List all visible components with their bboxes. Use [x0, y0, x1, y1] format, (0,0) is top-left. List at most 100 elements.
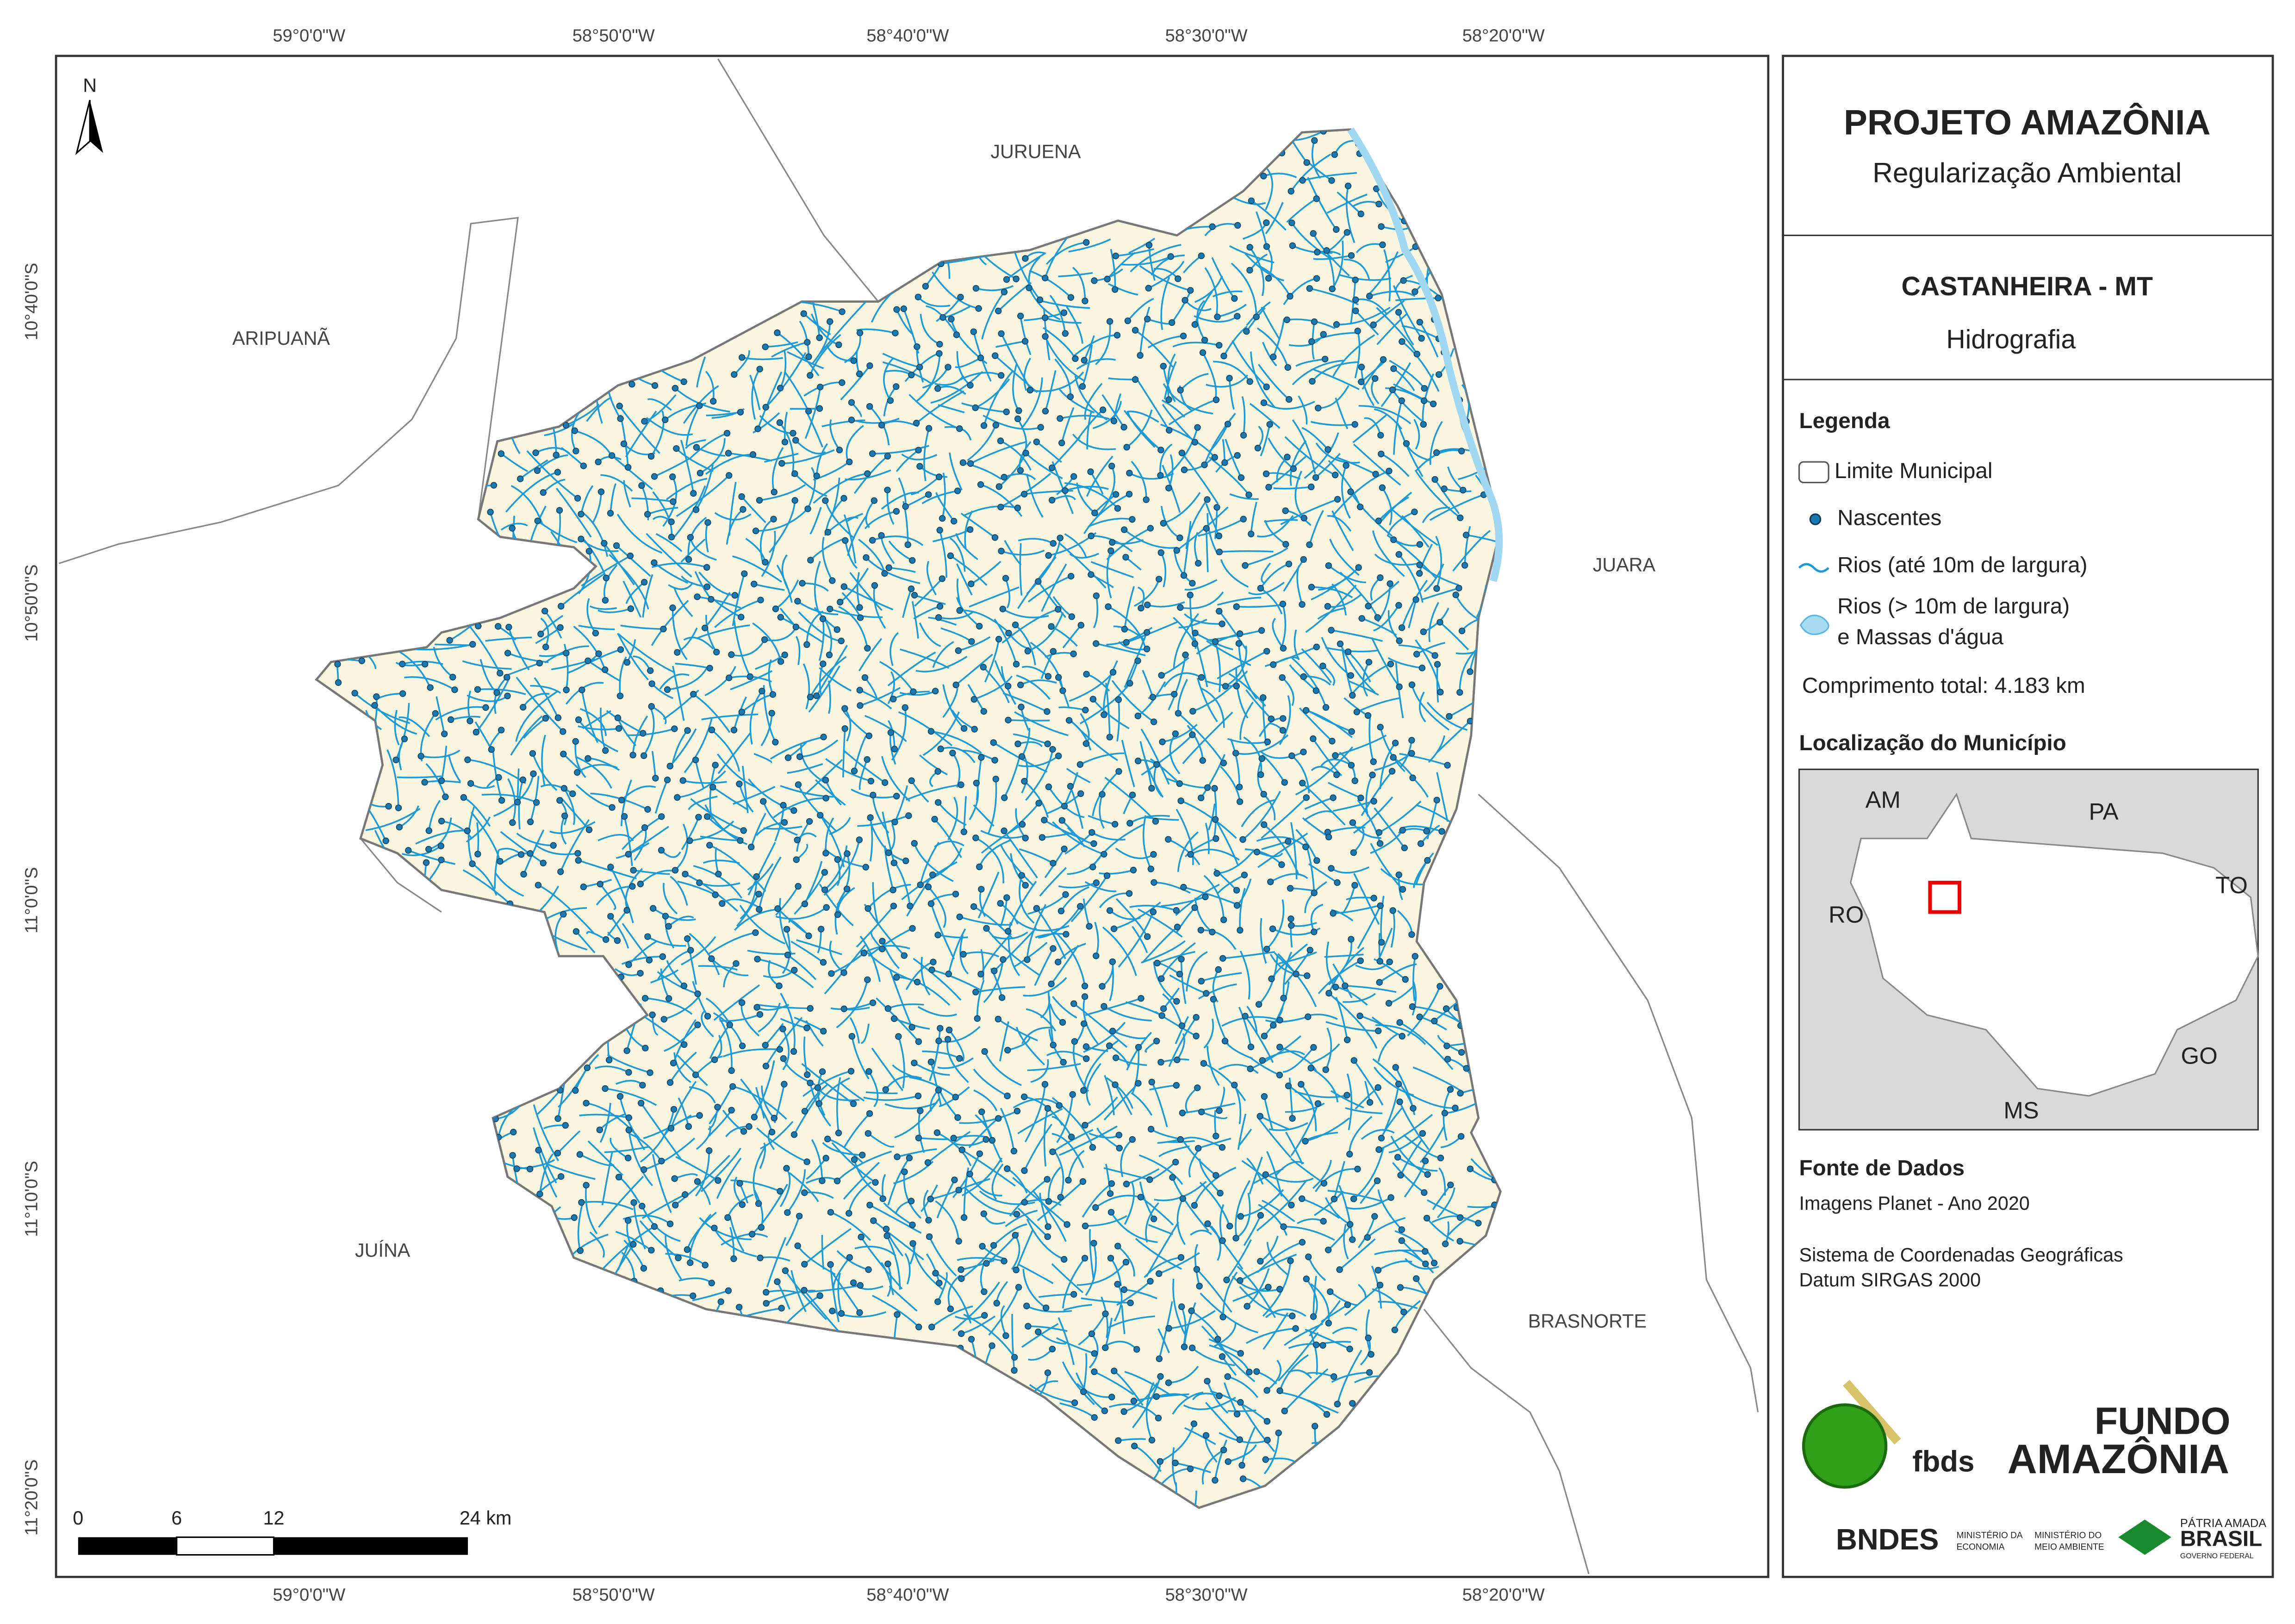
spring: [1024, 956, 1031, 963]
river: [654, 779, 668, 814]
river: [884, 846, 894, 890]
river: [863, 945, 910, 954]
spring: [1176, 971, 1183, 977]
river: [1412, 1006, 1461, 1023]
river: [696, 356, 706, 388]
river: [1405, 1091, 1455, 1109]
spring: [625, 1217, 632, 1224]
spring: [1281, 1407, 1288, 1414]
spring: [927, 900, 935, 907]
spring: [951, 1176, 958, 1183]
river: [690, 798, 744, 832]
spring: [625, 851, 632, 858]
river: [949, 537, 966, 572]
spring: [1413, 651, 1420, 658]
river: [881, 1262, 894, 1295]
river: [1258, 1118, 1292, 1158]
spring: [1447, 1182, 1454, 1188]
spring: [658, 846, 665, 854]
spring: [540, 489, 547, 496]
spring: [1015, 1284, 1022, 1291]
river: [854, 1245, 896, 1257]
river: [386, 749, 399, 808]
spring: [641, 824, 648, 831]
spring: [1093, 592, 1100, 599]
spring: [1216, 342, 1223, 349]
state-label: TO: [2215, 872, 2248, 898]
spring: [1059, 687, 1066, 694]
river: [1241, 799, 1276, 828]
river: [819, 618, 825, 661]
spring: [1202, 1432, 1210, 1439]
river: [933, 529, 970, 542]
spring: [871, 497, 878, 504]
spring: [629, 752, 636, 759]
spring: [1379, 484, 1386, 491]
river: [651, 600, 689, 646]
spring: [1144, 316, 1151, 323]
river: [1332, 470, 1390, 516]
river: [1438, 1167, 1446, 1196]
inset-state: [1850, 792, 2259, 1097]
spring: [955, 647, 962, 654]
river: [673, 587, 693, 617]
river: [927, 886, 946, 928]
spring: [1392, 740, 1399, 747]
spring: [763, 1289, 770, 1296]
spring: [856, 836, 863, 843]
river: [1244, 253, 1284, 281]
river: [959, 1110, 1018, 1124]
spring: [1248, 197, 1255, 205]
spring: [1456, 1238, 1463, 1245]
spring: [1237, 1350, 1244, 1357]
spring: [731, 592, 739, 599]
spring: [651, 382, 659, 389]
spring: [1269, 925, 1276, 933]
spring: [1024, 647, 1031, 654]
spring: [908, 777, 915, 784]
spring: [1155, 1414, 1162, 1422]
river: [1172, 1278, 1186, 1335]
river: [962, 750, 995, 761]
spring: [781, 819, 788, 826]
spring: [1263, 470, 1270, 477]
sources-title: Fonte de Dados: [1799, 1156, 1965, 1180]
river: [1176, 1198, 1186, 1245]
river: [1214, 1439, 1228, 1481]
spring: [794, 1242, 801, 1249]
river: [1310, 903, 1324, 933]
spring: [1462, 531, 1470, 539]
river: [1305, 1117, 1350, 1142]
spring: [1396, 637, 1403, 644]
river: [815, 779, 846, 806]
spring: [1420, 628, 1427, 635]
spring: [1267, 878, 1274, 885]
river: [493, 773, 535, 817]
river: [1246, 1006, 1258, 1034]
spring: [915, 1038, 922, 1045]
river: [916, 390, 964, 424]
spring: [967, 460, 974, 467]
spring: [878, 422, 885, 429]
spring: [1268, 716, 1275, 722]
river: [1389, 360, 1425, 389]
river: [395, 703, 410, 760]
river: [1204, 267, 1218, 316]
spring: [592, 629, 599, 637]
spring: [914, 293, 922, 300]
spring: [917, 1107, 924, 1114]
river: [1199, 1158, 1221, 1194]
spring: [981, 1048, 988, 1055]
spring: [1348, 936, 1355, 943]
state-label: AM: [1866, 787, 1901, 813]
river: [730, 670, 773, 691]
spring: [1204, 496, 1211, 503]
spring: [980, 422, 988, 429]
river: [713, 1227, 757, 1257]
river: [808, 1284, 861, 1293]
spring: [560, 751, 567, 758]
river: [948, 1029, 965, 1062]
spring: [972, 285, 980, 292]
spring: [763, 1300, 770, 1307]
spring: [844, 850, 851, 857]
